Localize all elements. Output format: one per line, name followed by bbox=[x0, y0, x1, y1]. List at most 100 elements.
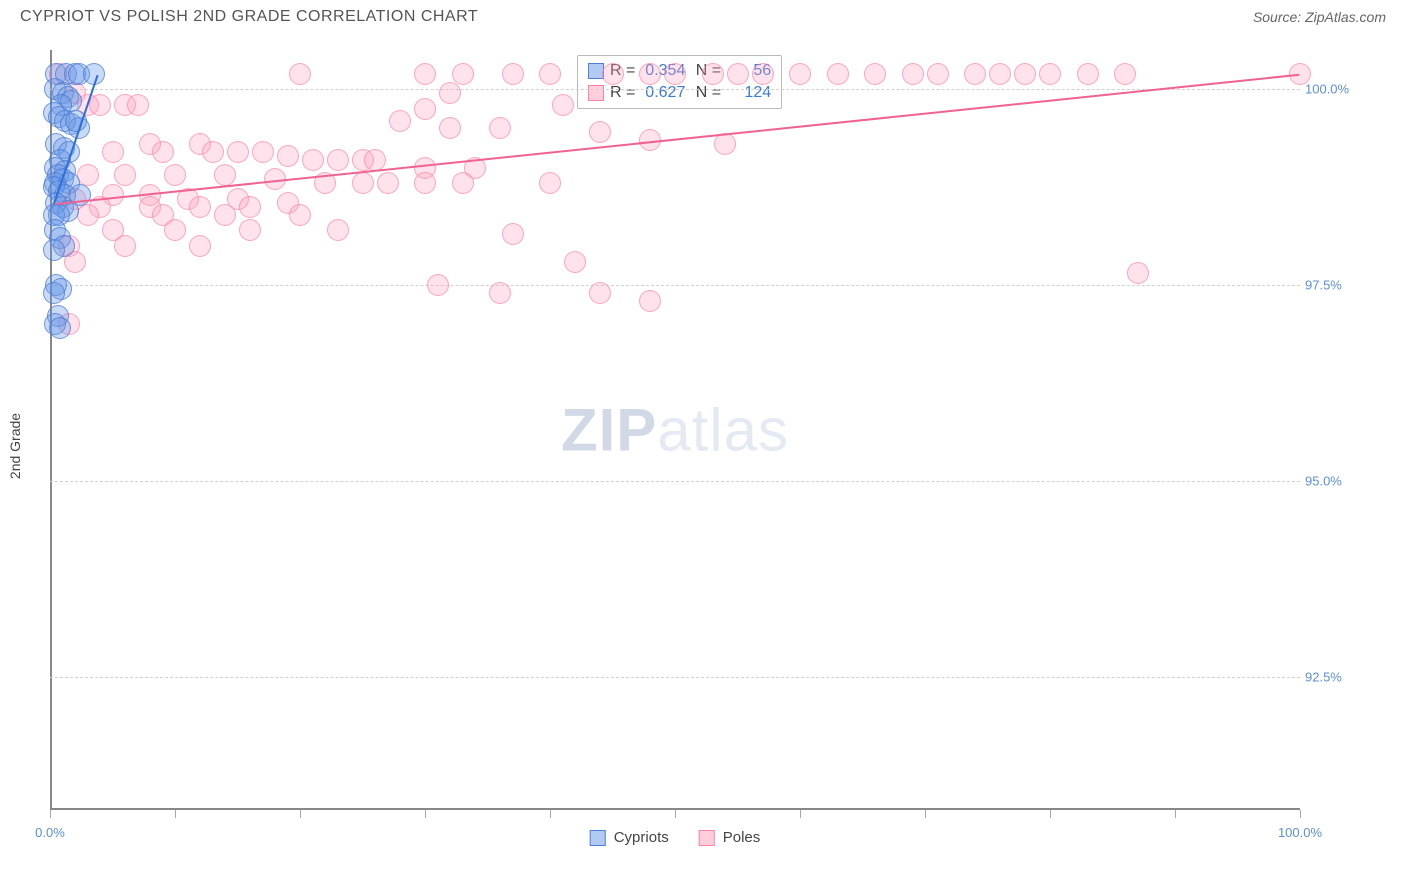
data-point bbox=[77, 204, 99, 226]
gridline bbox=[50, 481, 1300, 482]
data-point bbox=[43, 239, 65, 261]
legend-item-cypriots: Cypriots bbox=[590, 829, 669, 846]
watermark: ZIPatlas bbox=[561, 396, 789, 465]
y-tick-label: 95.0% bbox=[1305, 473, 1365, 488]
data-point bbox=[227, 141, 249, 163]
x-tick bbox=[50, 810, 51, 818]
data-point bbox=[389, 110, 411, 132]
data-point bbox=[414, 172, 436, 194]
swatch-poles bbox=[588, 85, 604, 101]
data-point bbox=[114, 164, 136, 186]
data-point bbox=[452, 172, 474, 194]
data-point bbox=[89, 94, 111, 116]
data-point bbox=[164, 219, 186, 241]
x-tick bbox=[1300, 810, 1301, 818]
data-point bbox=[49, 317, 71, 339]
data-point bbox=[702, 63, 724, 85]
data-point bbox=[1114, 63, 1136, 85]
data-point bbox=[1077, 63, 1099, 85]
x-tick bbox=[1175, 810, 1176, 818]
legend-label: Poles bbox=[723, 829, 761, 846]
data-point bbox=[214, 204, 236, 226]
data-point bbox=[352, 172, 374, 194]
data-point bbox=[189, 196, 211, 218]
data-point bbox=[664, 63, 686, 85]
data-point bbox=[202, 141, 224, 163]
data-point bbox=[189, 235, 211, 257]
data-point bbox=[714, 133, 736, 155]
x-tick bbox=[425, 810, 426, 818]
y-tick-label: 97.5% bbox=[1305, 278, 1365, 293]
data-point bbox=[327, 149, 349, 171]
data-point bbox=[489, 282, 511, 304]
data-point bbox=[602, 63, 624, 85]
x-tick bbox=[800, 810, 801, 818]
r-label: R = bbox=[610, 84, 635, 102]
data-point bbox=[639, 290, 661, 312]
stats-row-poles: R = 0.627 N = 124 bbox=[588, 82, 771, 104]
data-point bbox=[589, 121, 611, 143]
legend-label: Cypriots bbox=[614, 829, 669, 846]
data-point bbox=[989, 63, 1011, 85]
data-point bbox=[489, 117, 511, 139]
source-attribution: Source: ZipAtlas.com bbox=[1253, 9, 1386, 25]
gridline bbox=[50, 285, 1300, 286]
data-point bbox=[452, 63, 474, 85]
data-point bbox=[289, 204, 311, 226]
watermark-bold: ZIP bbox=[561, 397, 657, 464]
data-point bbox=[1014, 63, 1036, 85]
data-point bbox=[414, 98, 436, 120]
data-point bbox=[864, 63, 886, 85]
data-point bbox=[152, 141, 174, 163]
x-tick bbox=[1050, 810, 1051, 818]
n-value-poles: 124 bbox=[727, 84, 771, 102]
gridline bbox=[50, 677, 1300, 678]
data-point bbox=[902, 63, 924, 85]
data-point bbox=[539, 63, 561, 85]
chart-title: CYPRIOT VS POLISH 2ND GRADE CORRELATION … bbox=[20, 8, 478, 26]
data-point bbox=[927, 63, 949, 85]
data-point bbox=[327, 219, 349, 241]
data-point bbox=[289, 63, 311, 85]
data-point bbox=[114, 235, 136, 257]
data-point bbox=[127, 94, 149, 116]
data-point bbox=[414, 63, 436, 85]
y-axis-label: 2nd Grade bbox=[7, 413, 23, 479]
data-point bbox=[964, 63, 986, 85]
legend-item-poles: Poles bbox=[699, 829, 761, 846]
watermark-light: atlas bbox=[657, 397, 789, 464]
scatter-chart: ZIPatlas R = 0.354 N = 56 R = 0.627 N = … bbox=[50, 50, 1300, 810]
x-tick bbox=[925, 810, 926, 818]
data-point bbox=[1039, 63, 1061, 85]
y-tick-label: 92.5% bbox=[1305, 669, 1365, 684]
data-point bbox=[214, 164, 236, 186]
data-point bbox=[589, 282, 611, 304]
swatch-poles bbox=[699, 830, 715, 846]
x-tick bbox=[300, 810, 301, 818]
swatch-cypriots bbox=[590, 830, 606, 846]
n-label: N = bbox=[691, 84, 721, 102]
data-point bbox=[539, 172, 561, 194]
data-point bbox=[727, 63, 749, 85]
data-point bbox=[752, 63, 774, 85]
data-point bbox=[102, 141, 124, 163]
gridline bbox=[50, 89, 1300, 90]
data-point bbox=[43, 282, 65, 304]
data-point bbox=[1127, 262, 1149, 284]
r-value-poles: 0.627 bbox=[641, 84, 685, 102]
x-tick bbox=[675, 810, 676, 818]
x-tick bbox=[175, 810, 176, 818]
data-point bbox=[427, 274, 449, 296]
data-point bbox=[564, 251, 586, 273]
data-point bbox=[277, 145, 299, 167]
y-tick-label: 100.0% bbox=[1305, 82, 1365, 97]
data-point bbox=[439, 117, 461, 139]
x-tick-label: 0.0% bbox=[35, 825, 65, 840]
data-point bbox=[639, 63, 661, 85]
data-point bbox=[377, 172, 399, 194]
data-point bbox=[827, 63, 849, 85]
data-point bbox=[302, 149, 324, 171]
data-point bbox=[364, 149, 386, 171]
data-point bbox=[789, 63, 811, 85]
data-point bbox=[164, 164, 186, 186]
